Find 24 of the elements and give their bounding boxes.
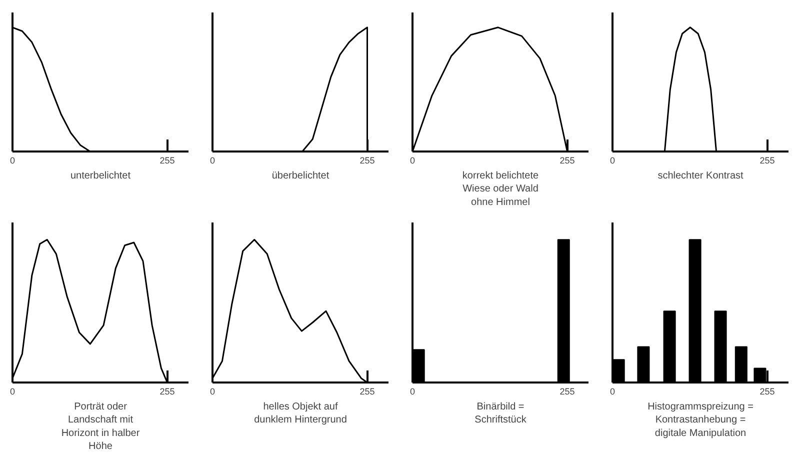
x-tick-label: 0: [610, 156, 616, 166]
x-tick-label: 255: [560, 156, 575, 166]
x-tick-label: 0: [10, 156, 16, 166]
x-tick-label: 255: [560, 386, 575, 396]
x-tick-label: 255: [360, 386, 375, 396]
x-axis-title: schlechter Kontrast: [658, 170, 744, 182]
x-tick-label: 0: [210, 156, 216, 166]
x-tick-label: 0: [610, 386, 616, 396]
x-axis-title: korrekt belichtete Wiese oder Wald ohne Himmel: [462, 170, 540, 208]
x-axis-title: überbelichtet: [272, 170, 330, 182]
x-axis-title: Porträt oder Landschaft mit Horizont in halber Höhe: [61, 402, 140, 452]
x-axis-title: helles Objekt auf dunklem Hintergrund: [254, 402, 347, 426]
x-tick-label: 255: [160, 386, 175, 396]
x-axis-title: Histogrammspreizung = Kontrastanhebung = digitale Manipulation: [648, 402, 754, 439]
x-tick-label: 255: [760, 386, 775, 396]
x-tick-label: 0: [210, 386, 216, 396]
x-tick-label: 255: [360, 156, 375, 166]
x-tick-label: 0: [410, 386, 416, 396]
x-axis-title: unterbelichtet: [70, 170, 131, 182]
x-tick-label: 255: [160, 156, 175, 166]
x-tick-label: 0: [410, 156, 416, 166]
x-tick-label: 255: [760, 156, 775, 166]
x-tick-label: 0: [10, 386, 16, 396]
x-axis-title: Binärbild = Schriftstück: [474, 402, 528, 426]
